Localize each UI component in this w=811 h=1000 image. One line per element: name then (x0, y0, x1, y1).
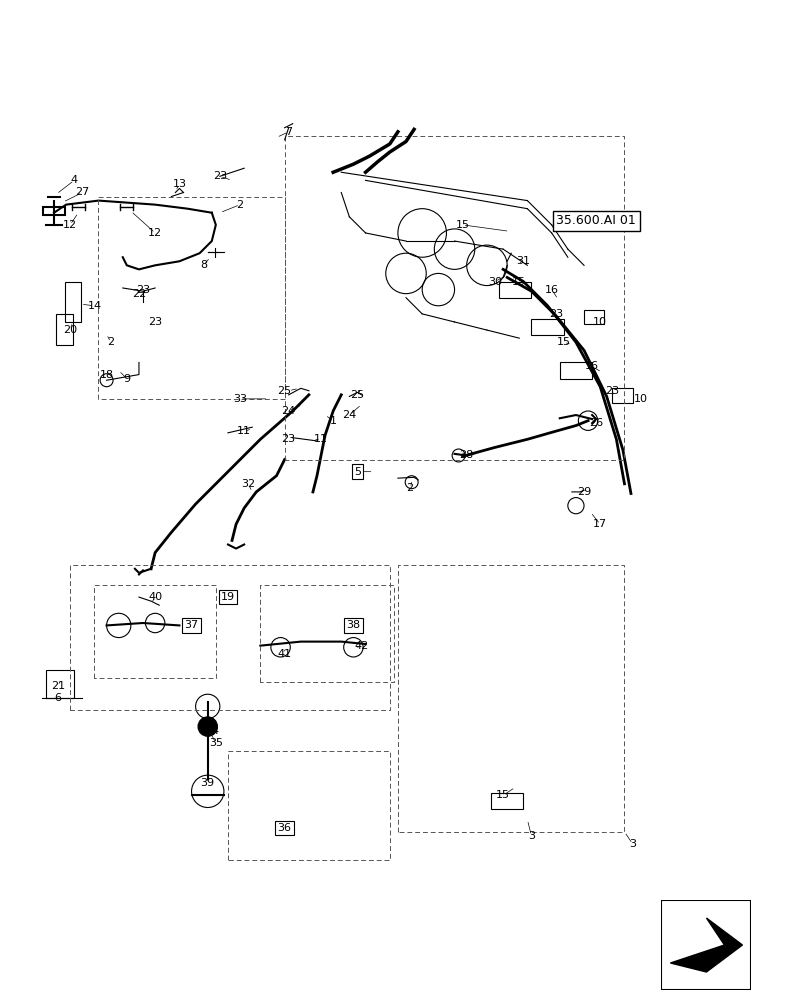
Text: 32: 32 (241, 479, 255, 489)
Text: 22: 22 (131, 289, 146, 299)
Text: 23: 23 (212, 171, 226, 181)
Text: 15: 15 (512, 277, 526, 287)
Text: 2: 2 (107, 337, 114, 347)
Text: 3: 3 (629, 839, 635, 849)
Text: 23: 23 (604, 386, 619, 396)
Text: 28: 28 (459, 450, 474, 460)
Text: 16: 16 (585, 361, 599, 371)
Text: 3: 3 (527, 831, 534, 841)
Text: 21: 21 (51, 681, 65, 691)
Text: 25: 25 (277, 386, 291, 396)
Text: 12: 12 (63, 220, 77, 230)
Text: 30: 30 (487, 277, 501, 287)
Text: 17: 17 (592, 519, 607, 529)
Text: 18: 18 (100, 370, 114, 380)
Text: 33: 33 (233, 394, 247, 404)
Text: 38: 38 (346, 620, 360, 630)
Text: 42: 42 (354, 641, 368, 651)
Text: 15: 15 (455, 220, 469, 230)
Text: 25: 25 (350, 390, 364, 400)
Text: 12: 12 (148, 228, 162, 238)
Text: 10: 10 (633, 394, 647, 404)
Text: 40: 40 (148, 592, 162, 602)
Text: 24: 24 (281, 406, 295, 416)
Text: 10: 10 (593, 317, 607, 327)
Text: 14: 14 (88, 301, 101, 311)
Circle shape (198, 717, 217, 736)
Text: 2: 2 (236, 200, 243, 210)
Text: 37: 37 (184, 620, 199, 630)
Text: 15: 15 (556, 337, 570, 347)
Text: 16: 16 (544, 285, 558, 295)
Text: 8: 8 (200, 260, 207, 270)
Text: 31: 31 (516, 256, 530, 266)
Text: 41: 41 (277, 649, 291, 659)
Text: 26: 26 (588, 418, 603, 428)
Text: 11: 11 (237, 426, 251, 436)
Text: 6: 6 (54, 693, 62, 703)
Text: 4: 4 (71, 175, 78, 185)
Text: 1: 1 (329, 416, 337, 426)
Text: 2: 2 (406, 483, 413, 493)
Text: 23: 23 (148, 317, 162, 327)
Text: 35.600.AI 01: 35.600.AI 01 (556, 214, 635, 227)
Text: 20: 20 (63, 325, 77, 335)
Text: 7: 7 (285, 127, 292, 137)
Text: 19: 19 (221, 592, 234, 602)
Text: 11: 11 (314, 434, 328, 444)
Text: 35: 35 (208, 738, 222, 748)
Text: 13: 13 (172, 179, 187, 189)
Text: 23: 23 (548, 309, 562, 319)
Text: 27: 27 (75, 187, 89, 197)
Text: 23: 23 (135, 285, 150, 295)
Text: 9: 9 (123, 374, 131, 384)
Text: 39: 39 (200, 778, 215, 788)
Text: 36: 36 (277, 823, 291, 833)
Text: 23: 23 (281, 434, 295, 444)
Text: 15: 15 (496, 790, 509, 800)
Text: 29: 29 (576, 487, 590, 497)
Text: 34: 34 (204, 726, 219, 736)
Text: 5: 5 (354, 467, 361, 477)
Text: 24: 24 (341, 410, 356, 420)
Polygon shape (670, 918, 741, 972)
